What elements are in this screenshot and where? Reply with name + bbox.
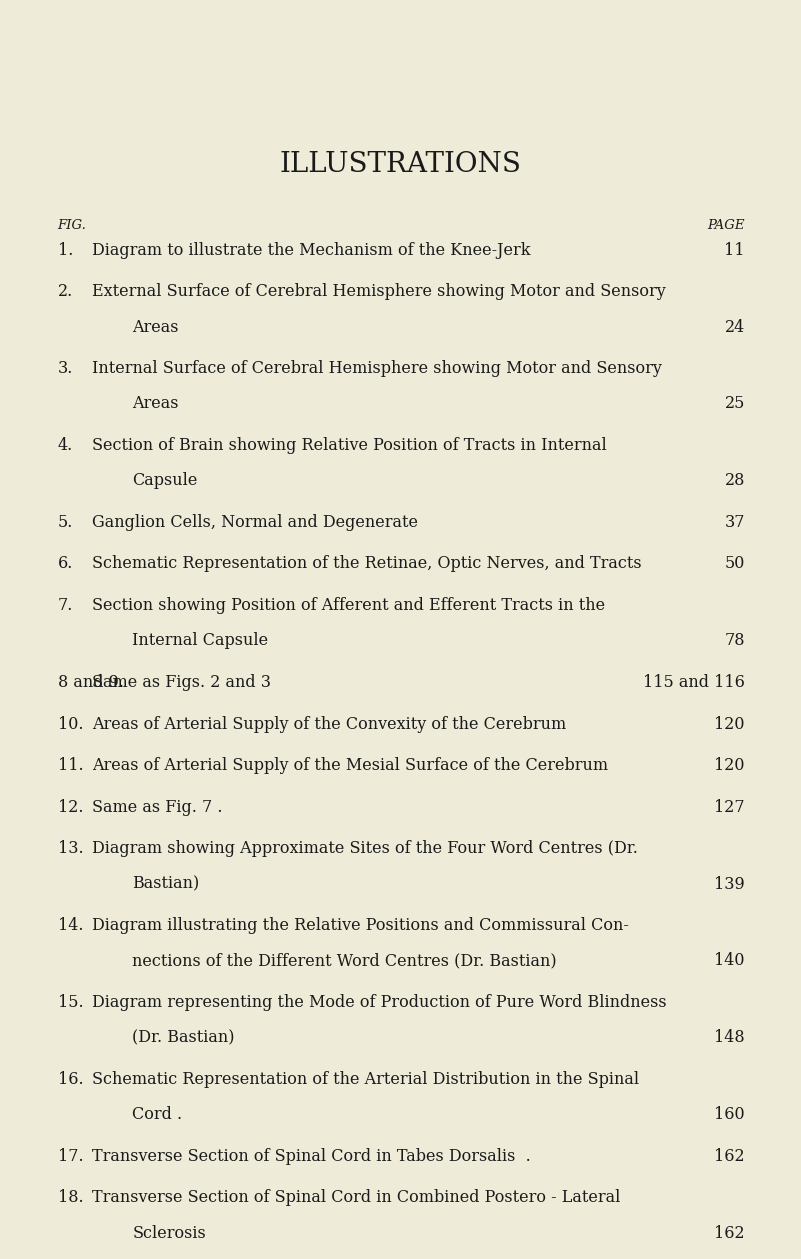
- Text: Diagram illustrating the Relative Positions and Commissural Con-: Diagram illustrating the Relative Positi…: [92, 917, 629, 934]
- Text: 160: 160: [714, 1107, 745, 1123]
- Text: Internal Capsule: Internal Capsule: [132, 632, 268, 650]
- Text: Diagram to illustrate the Mechanism of the Knee-Jerk: Diagram to illustrate the Mechanism of t…: [92, 242, 530, 259]
- Text: 1.: 1.: [58, 242, 73, 259]
- Text: Areas of Arterial Supply of the Mesial Surface of the Cerebrum: Areas of Arterial Supply of the Mesial S…: [92, 757, 608, 774]
- Text: 18.: 18.: [58, 1190, 83, 1206]
- Text: 7.: 7.: [58, 597, 73, 614]
- Text: ILLUSTRATIONS: ILLUSTRATIONS: [280, 151, 521, 178]
- Text: 28: 28: [725, 472, 745, 490]
- Text: Section showing Position of Afferent and Efferent Tracts in the: Section showing Position of Afferent and…: [92, 597, 606, 614]
- Text: FIG.: FIG.: [58, 219, 87, 232]
- Text: 120: 120: [714, 715, 745, 733]
- Text: Bastian): Bastian): [132, 875, 199, 893]
- Text: 140: 140: [714, 952, 745, 969]
- Text: PAGE: PAGE: [707, 219, 745, 232]
- Text: 5.: 5.: [58, 514, 73, 531]
- Text: Schematic Representation of the Retinae, Optic Nerves, and Tracts: Schematic Representation of the Retinae,…: [92, 555, 642, 573]
- Text: Section of Brain showing Relative Position of Tracts in Internal: Section of Brain showing Relative Positi…: [92, 437, 607, 454]
- Text: Areas of Arterial Supply of the Convexity of the Cerebrum: Areas of Arterial Supply of the Convexit…: [92, 715, 566, 733]
- Text: 139: 139: [714, 875, 745, 893]
- Text: 14.: 14.: [58, 917, 83, 934]
- Text: 17.: 17.: [58, 1148, 83, 1165]
- Text: 11: 11: [724, 242, 745, 259]
- Text: 13.: 13.: [58, 840, 83, 857]
- Text: 4.: 4.: [58, 437, 73, 454]
- Text: Internal Surface of Cerebral Hemisphere showing Motor and Sensory: Internal Surface of Cerebral Hemisphere …: [92, 360, 662, 378]
- Text: Same as Figs. 2 and 3: Same as Figs. 2 and 3: [92, 674, 271, 691]
- Text: 24: 24: [725, 319, 745, 336]
- Text: Same as Fig. 7 .: Same as Fig. 7 .: [92, 798, 223, 816]
- Text: 2.: 2.: [58, 283, 73, 301]
- Text: 162: 162: [714, 1148, 745, 1165]
- Text: 16.: 16.: [58, 1071, 83, 1088]
- Text: 78: 78: [724, 632, 745, 650]
- Text: Diagram representing the Mode of Production of Pure Word Blindness: Diagram representing the Mode of Product…: [92, 995, 666, 1011]
- Text: 15.: 15.: [58, 995, 83, 1011]
- Text: 120: 120: [714, 757, 745, 774]
- Text: nections of the Different Word Centres (Dr. Bastian): nections of the Different Word Centres (…: [132, 952, 557, 969]
- Text: Areas: Areas: [132, 395, 179, 413]
- Text: 50: 50: [725, 555, 745, 573]
- Text: 11.: 11.: [58, 757, 83, 774]
- Text: 162: 162: [714, 1225, 745, 1241]
- Text: External Surface of Cerebral Hemisphere showing Motor and Sensory: External Surface of Cerebral Hemisphere …: [92, 283, 666, 301]
- Text: Areas: Areas: [132, 319, 179, 336]
- Text: 127: 127: [714, 798, 745, 816]
- Text: 115 and 116: 115 and 116: [643, 674, 745, 691]
- Text: Cord .: Cord .: [132, 1107, 183, 1123]
- Text: Capsule: Capsule: [132, 472, 198, 490]
- Text: 10.: 10.: [58, 715, 83, 733]
- Text: 37: 37: [724, 514, 745, 531]
- Text: 12.: 12.: [58, 798, 83, 816]
- Text: 8 and 9.: 8 and 9.: [58, 674, 123, 691]
- Text: Sclerosis: Sclerosis: [132, 1225, 206, 1241]
- Text: Transverse Section of Spinal Cord in Combined Postero - Lateral: Transverse Section of Spinal Cord in Com…: [92, 1190, 621, 1206]
- Text: Ganglion Cells, Normal and Degenerate: Ganglion Cells, Normal and Degenerate: [92, 514, 418, 531]
- Text: 25: 25: [725, 395, 745, 413]
- Text: Transverse Section of Spinal Cord in Tabes Dorsalis  .: Transverse Section of Spinal Cord in Tab…: [92, 1148, 531, 1165]
- Text: (Dr. Bastian): (Dr. Bastian): [132, 1030, 235, 1046]
- Text: 148: 148: [714, 1030, 745, 1046]
- Text: 3.: 3.: [58, 360, 73, 378]
- Text: Schematic Representation of the Arterial Distribution in the Spinal: Schematic Representation of the Arterial…: [92, 1071, 639, 1088]
- Text: 6.: 6.: [58, 555, 73, 573]
- Text: Diagram showing Approximate Sites of the Four Word Centres (Dr.: Diagram showing Approximate Sites of the…: [92, 840, 638, 857]
